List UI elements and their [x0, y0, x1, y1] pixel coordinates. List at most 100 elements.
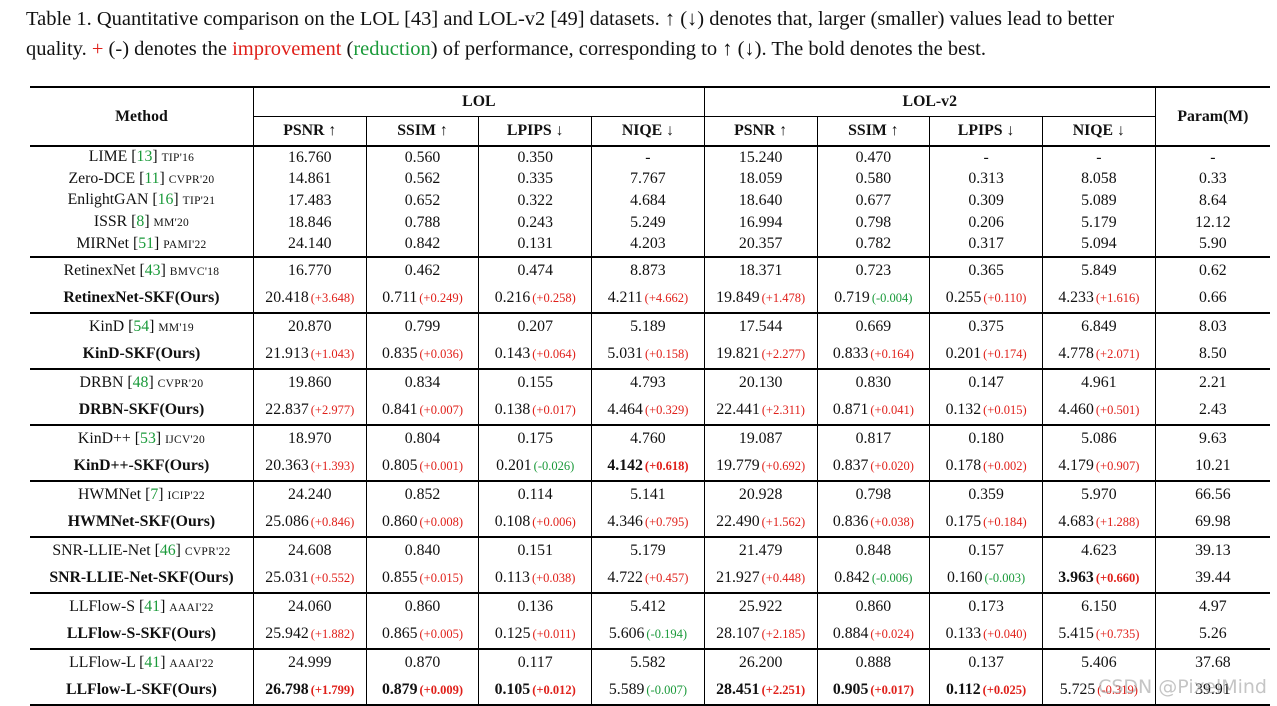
value-cell: 18.970 [252, 423, 367, 453]
delta-value: (-0.194) [646, 627, 688, 642]
metric-value: 5.606 [608, 625, 645, 643]
bracket: ] [158, 485, 168, 503]
citation-ref: 16 [157, 191, 174, 209]
value-cell: 0.131 [478, 233, 592, 257]
delta-value: (+0.041) [870, 403, 914, 418]
value-cell: 5.249 [591, 212, 705, 234]
bracket: ] [160, 261, 170, 279]
metric-value: 19.821 [716, 345, 760, 363]
delta-value: (+0.795) [644, 515, 689, 530]
value-cell: 0.335 [478, 168, 592, 191]
value-cell: 0.804 [365, 423, 479, 453]
value-cell: 0.462 [365, 255, 479, 285]
delta-value: (+2.071) [1095, 347, 1140, 362]
method-name: LLFlow-L [69, 653, 140, 671]
method-cell-skf: KinD++-SKF(Ours) [73, 457, 210, 475]
delta-value: (+0.007) [419, 403, 464, 418]
value-cell-skf: 0.711 (+0.249) [365, 284, 479, 313]
value-cell: 0.860 [816, 591, 930, 621]
venue: CVPR'20 [157, 377, 204, 390]
metric-value: 4.683 [1058, 513, 1094, 531]
table-row: LLFlow-S [41] AAAI'22 24.060 0.860 0.136 5.4… [30, 591, 1270, 621]
delta-value: (+0.552) [310, 571, 355, 586]
value-cell: 0.136 [478, 591, 592, 621]
value-cell: 0.243 [478, 212, 592, 234]
method-cell-skf: RetinexNet-SKF(Ours) [63, 289, 220, 307]
value-cell: 20.870 [252, 311, 367, 341]
value-cell-skf: 3.963 (+0.660) [1041, 564, 1156, 593]
table-row: ISSR [8] MM'20 18.846 0.788 0.243 5.249 16.99… [30, 212, 1270, 234]
header-metric: PSNR ↑ [252, 116, 367, 147]
citation-ref: 54 [133, 317, 150, 335]
value-cell-skf: 0.105 (+0.012) [478, 676, 592, 706]
value-cell-skf: 0.871 (+0.041) [816, 396, 930, 425]
caption-improvement: improvement [232, 38, 342, 60]
citation-ref: 53 [140, 429, 156, 447]
bracket: ] [144, 213, 154, 231]
value-cell: 4.203 [591, 233, 705, 257]
method-name: HWMNet [78, 485, 146, 503]
value-cell: 18.846 [252, 212, 367, 234]
caption-part: quality. [26, 38, 92, 60]
citation-ref: 46 [159, 541, 176, 559]
metric-value: 4.778 [1058, 345, 1094, 363]
method-name: MIRNet [76, 234, 133, 252]
value-cell: 5.179 [1041, 212, 1156, 234]
value-cell-skf: 19.821 (+2.277) [703, 340, 818, 369]
value-cell: 16.770 [252, 255, 367, 285]
header-method: Method [30, 86, 254, 147]
metric-value: 21.927 [716, 569, 760, 587]
method-cell: KinD++ [53] IJCV'20 [30, 423, 254, 453]
delta-value: (+0.846) [310, 515, 355, 530]
metric-value: 0.113 [494, 569, 530, 587]
value-cell: 0.560 [365, 145, 479, 169]
delta-value: (+2.185) [761, 627, 806, 642]
method-name: KinD [89, 317, 129, 335]
metric-value: 0.160 [947, 569, 983, 587]
metric-value: 0.842 [834, 569, 870, 587]
delta-value: (+1.562) [761, 515, 806, 530]
delta-value: (+0.015) [419, 571, 464, 586]
value-cell-skf: 0.160 (-0.003) [929, 564, 1043, 593]
value-cell: 4.961 [1041, 367, 1156, 397]
value-cell: 0.798 [816, 212, 930, 234]
citation-ref: 41 [144, 653, 161, 671]
method-cell-skf: DRBN-SKF(Ours) [78, 401, 205, 419]
value-cell-skf: 0.175 (+0.184) [929, 508, 1043, 537]
delta-value: (+1.616) [1095, 291, 1140, 306]
metric-value: 5.415 [1058, 625, 1094, 643]
delta-value: (+1.288) [1095, 515, 1140, 530]
citation-ref: 41 [144, 597, 161, 615]
bracket: ] [149, 317, 159, 335]
method-name: EnlightGAN [67, 191, 153, 209]
value-cell: 0.207 [478, 311, 592, 341]
caption-reduction: reduction [353, 38, 431, 60]
value-cell: 0.669 [816, 311, 930, 341]
method-cell-skf: LLFlow-L-SKF(Ours) [30, 676, 254, 706]
method-name: LIME [88, 148, 132, 165]
citation-ref: 8 [136, 213, 145, 231]
value-cell-skf: 5.589 (-0.007) [591, 676, 705, 706]
value-cell: - [929, 145, 1043, 169]
delta-value: (+0.006) [532, 515, 576, 530]
value-cell: 19.087 [703, 423, 818, 453]
method-cell-skf: SNR-LLIE-Net-SKF(Ours) [49, 569, 234, 587]
table-row: RetinexNet [43] BMVC'18 16.770 0.462 0.474 8… [30, 255, 1270, 285]
value-cell-skf: 21.927 (+0.448) [703, 564, 818, 593]
value-cell: 0.157 [929, 535, 1043, 565]
table-caption: Table 1. Quantitative comparison on the … [26, 4, 1266, 64]
value-cell-skf: 0.884 (+0.024) [816, 620, 930, 649]
value-cell: 14.861 [252, 168, 367, 191]
value-cell-skf: 19.849 (+1.478) [703, 284, 818, 313]
venue: ICIP'22 [167, 489, 205, 502]
delta-value: (+0.024) [870, 627, 914, 642]
value-cell: - [591, 145, 705, 169]
method-cell: ISSR [8] MM'20 [30, 212, 253, 234]
value-cell: - [1154, 145, 1270, 169]
delta-value: (+4.662) [644, 291, 689, 306]
value-cell-skf: 0.835 (+0.036) [365, 340, 479, 369]
metric-value: 0.855 [381, 569, 418, 587]
delta-value: (+2.251) [761, 683, 806, 698]
bracket: ] [175, 541, 185, 559]
delta-value: (+0.011) [532, 627, 576, 642]
